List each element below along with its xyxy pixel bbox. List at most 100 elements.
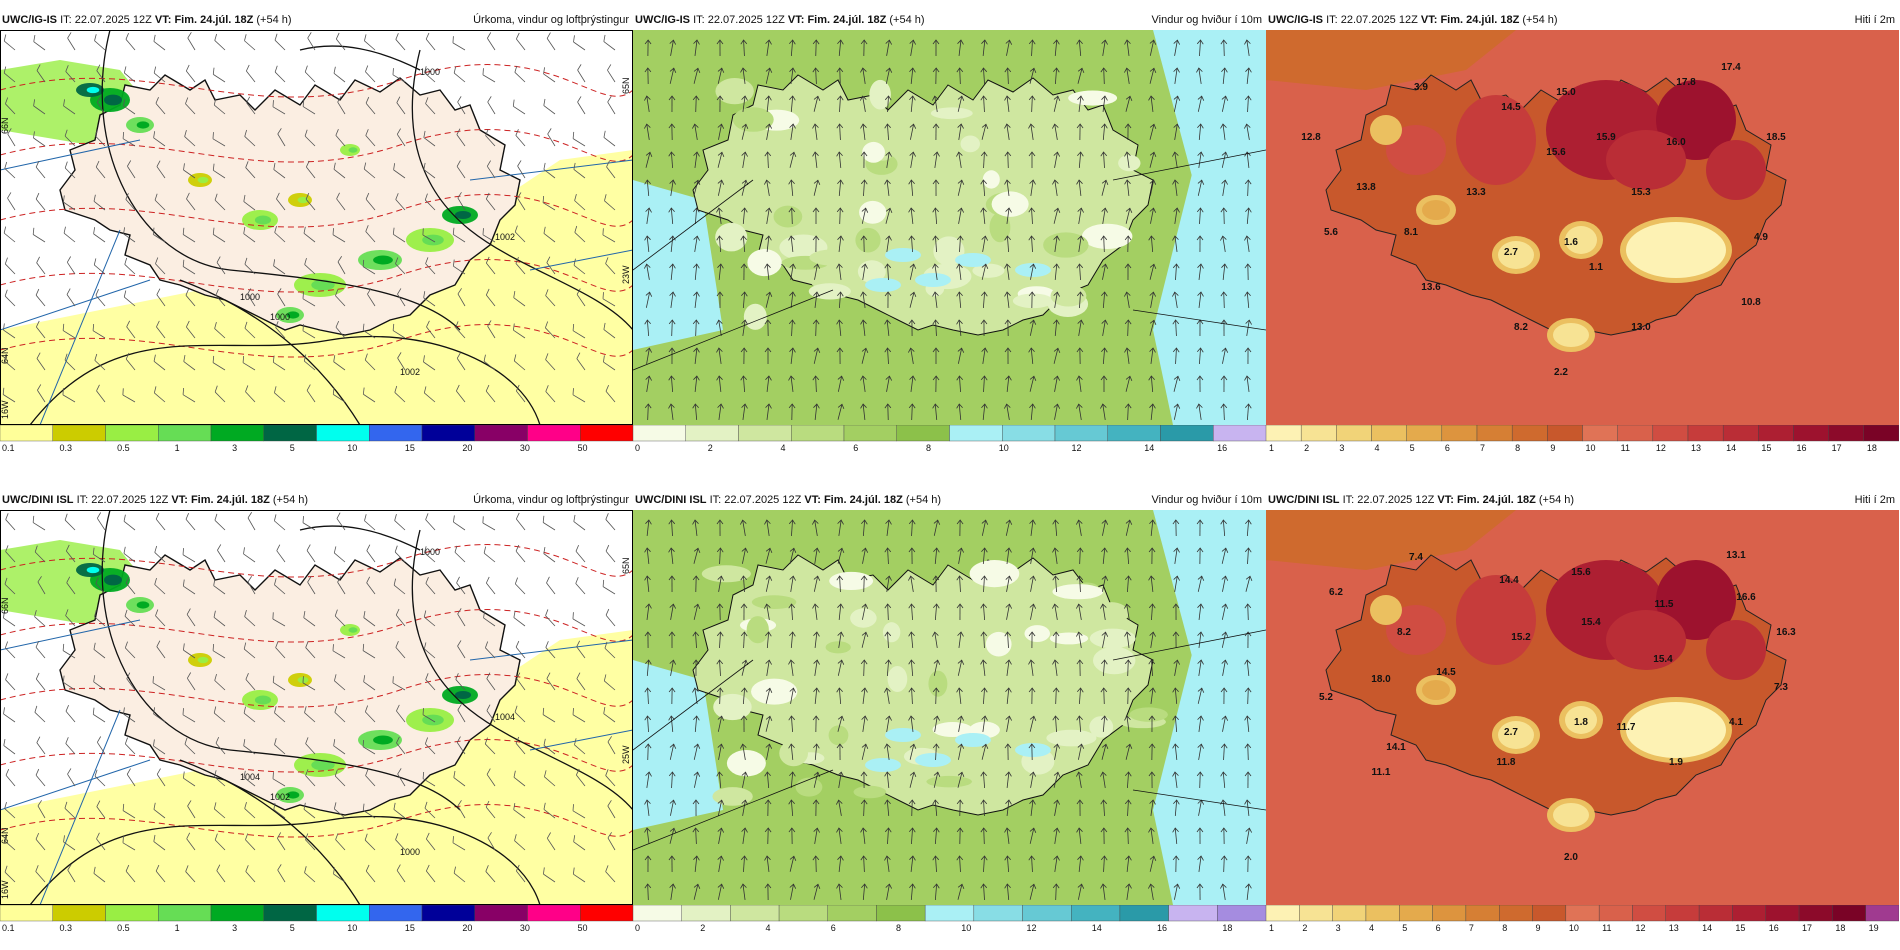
wind-arrow: [1196, 827, 1204, 845]
model-name: UWC/DINI ISL: [2, 494, 74, 506]
wind-map-svg: [633, 510, 1266, 905]
wind-arrow: [668, 207, 675, 225]
wind-arrow: [1244, 235, 1251, 252]
wind-barb: [94, 34, 106, 51]
wind-arrow: [1220, 519, 1227, 537]
wind-barb: [332, 228, 346, 243]
wind-barb: [154, 193, 166, 211]
it-value: 22.07.2025 12Z: [1357, 494, 1435, 506]
wind-barb: [396, 736, 406, 755]
wind-arrow: [1148, 235, 1155, 253]
wind-barb: [4, 865, 16, 883]
wind-barb: [62, 388, 76, 403]
wind-arrow: [1005, 519, 1013, 536]
wind-barb: [424, 737, 436, 755]
wind-arrow: [1124, 151, 1131, 168]
wind-arrow: [1149, 39, 1157, 56]
wind-arrow: [668, 519, 676, 537]
colorbar-swatch: [1687, 425, 1724, 442]
wind-barb: [5, 97, 16, 115]
precip-core: [136, 601, 150, 609]
wind-arrow: [957, 207, 965, 224]
wind-arrow: [956, 519, 964, 537]
wind-arrow: [813, 179, 821, 196]
wind-arrow: [908, 659, 915, 677]
precip-core: [348, 147, 358, 153]
wind-arrow: [981, 347, 988, 364]
wind-arrow: [932, 631, 939, 648]
isobar-line: [101, 510, 461, 811]
wind-barb: [62, 643, 76, 659]
wind-barb: [3, 226, 16, 243]
wind-barb: [4, 641, 16, 659]
wind-barb: [274, 386, 286, 403]
wind-barb: [67, 768, 76, 787]
wind-barb: [337, 256, 346, 275]
precip-colorbar: 0.1 0.3 0.5 1 3 5 10 15 20 30 50: [0, 905, 633, 933]
wind-arrow: [1101, 207, 1108, 224]
colorbar-swatch: [263, 425, 317, 442]
wind-barb: [4, 801, 16, 819]
wind-barb: [605, 865, 616, 883]
colorbar-swatch: [0, 905, 53, 922]
wind-barb: [123, 227, 136, 243]
wind-barb: [245, 673, 256, 691]
wind-barb: [602, 292, 616, 307]
wind-arrow: [693, 715, 700, 733]
wind-arrow: [644, 319, 651, 337]
wind-arrow: [981, 715, 988, 732]
wind-arrow: [1076, 375, 1083, 392]
wind-arrow: [1101, 347, 1108, 365]
wind-arrow: [1149, 319, 1157, 336]
wind-barb: [123, 290, 136, 307]
wind-barb: [64, 513, 76, 531]
wind-barb: [94, 610, 106, 627]
lead-time: (+54 h): [889, 14, 925, 26]
colorbar-swatch: [1217, 905, 1266, 922]
colorbar-tick-label: 10: [1586, 443, 1596, 453]
wind-arrow: [1220, 235, 1227, 252]
wind-arrow: [1221, 263, 1228, 280]
warm-area: [1656, 80, 1736, 160]
wind-arrow: [908, 179, 915, 197]
wind-arrow: [957, 347, 965, 364]
graticule-label: 16W: [0, 400, 10, 419]
wind-arrow: [1149, 123, 1157, 140]
wind-arrow: [741, 799, 749, 816]
wind-barb: [243, 227, 256, 243]
wind-arrow: [957, 883, 965, 900]
wind-barb: [362, 259, 376, 275]
wind-speed-patch: [1081, 223, 1133, 249]
wind-barb: [362, 803, 376, 819]
wind-arrow: [836, 151, 843, 169]
wind-barb: [516, 672, 526, 691]
wind-barb: [602, 228, 616, 243]
wind-barb: [607, 800, 616, 819]
wind-arrow: [1244, 659, 1251, 676]
wind-arrow: [789, 67, 796, 84]
colorbar-swatch: [1722, 425, 1759, 442]
wind-barb: [122, 388, 136, 403]
wind-barb: [245, 64, 256, 83]
wind-arrow: [644, 179, 651, 197]
wind-arrow: [884, 547, 892, 565]
wind-arrow: [885, 715, 892, 732]
temperature-label: 15.6: [1546, 147, 1566, 158]
row-ig-is: UWC/IG-IS IT: 22.07.2025 12Z VT: Fim. 24…: [0, 10, 1900, 465]
temperature-label: 12.8: [1301, 132, 1321, 143]
wind-barb: [63, 99, 76, 115]
wind-barb: [333, 802, 346, 819]
cool-area: [1498, 241, 1534, 269]
colorbar-swatch: [1565, 905, 1600, 922]
wind-barb: [33, 99, 46, 115]
wind-arrow: [1197, 179, 1205, 196]
wind-barb: [604, 641, 616, 659]
wind-arrow: [669, 827, 677, 844]
temperature-label: 11.7: [1617, 722, 1636, 733]
wind-arrow: [813, 291, 820, 308]
wind-barb: [215, 736, 226, 755]
wind-barb: [96, 384, 106, 403]
wind-arrow: [1053, 403, 1061, 420]
wind-arrow: [813, 659, 820, 676]
wind-arrow: [1028, 95, 1036, 113]
